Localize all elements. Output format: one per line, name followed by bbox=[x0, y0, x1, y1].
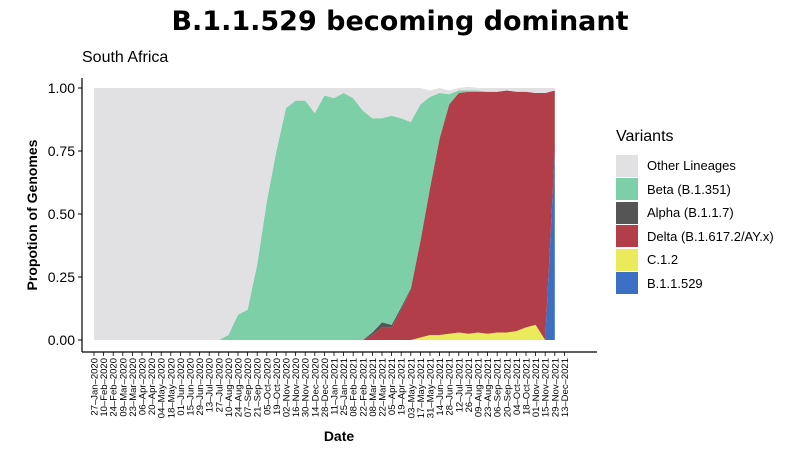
legend-item: Other Lineages bbox=[616, 154, 774, 178]
x-tick-label: 12–Jul–2021 bbox=[454, 358, 465, 412]
legend-item: Alpha (B.1.1.7) bbox=[616, 201, 774, 225]
legend-swatch bbox=[616, 225, 638, 248]
x-tick-label: 05–Apr–2021 bbox=[387, 358, 398, 415]
x-tick-label: 29–Jun–2020 bbox=[195, 358, 206, 416]
area-delta-b-1-617-2-ay-x bbox=[94, 90, 555, 341]
chart-title: B.1.1.529 becoming dominant bbox=[171, 6, 629, 37]
x-tick-label: 07–Sep–2020 bbox=[243, 358, 254, 417]
x-tick-label: 25–Jan–2021 bbox=[339, 358, 350, 416]
legend-item: C.1.2 bbox=[616, 248, 774, 272]
x-tick-label: 27–Jul–2020 bbox=[214, 358, 225, 412]
x-tick-label: 18–Oct–2021 bbox=[522, 358, 533, 415]
x-tick-label: 13–Dec–2021 bbox=[560, 358, 571, 417]
x-tick-label: 24–Aug–2020 bbox=[234, 358, 245, 417]
legend-swatch bbox=[616, 272, 638, 295]
legend-label: Beta (B.1.351) bbox=[647, 181, 731, 197]
x-tick-label: 01–Nov–2021 bbox=[531, 358, 542, 417]
legend-label: B.1.1.529 bbox=[647, 275, 703, 291]
x-tick-label: 19–Apr–2021 bbox=[397, 358, 408, 415]
x-tick-label: 15–Nov–2021 bbox=[541, 358, 552, 417]
x-tick-label: 19–Oct–2020 bbox=[272, 358, 283, 415]
x-tick-label: 04–May–2020 bbox=[157, 358, 168, 418]
legend-label: Delta (B.1.617.2/AY.x) bbox=[647, 228, 774, 244]
x-tick-label: 29–Nov–2021 bbox=[550, 358, 561, 417]
x-tick-label: 22–Feb–2021 bbox=[358, 358, 369, 417]
x-tick-label: 31–May–2021 bbox=[426, 358, 437, 418]
x-tick-label: 27–Jan–2020 bbox=[90, 358, 101, 416]
legend-swatch bbox=[616, 178, 638, 201]
legend-swatch bbox=[616, 201, 638, 224]
x-tick-label: 15–Jun–2020 bbox=[186, 358, 197, 416]
x-tick-label: 23–Aug–2021 bbox=[483, 358, 494, 417]
x-tick-label: 06–Sep–2021 bbox=[493, 358, 504, 417]
legend-swatch bbox=[616, 248, 638, 271]
x-tick-label: 20–Sep–2021 bbox=[502, 358, 513, 417]
legend-label: Other Lineages bbox=[647, 158, 736, 174]
x-tick-label: 02–Nov–2020 bbox=[282, 358, 293, 417]
x-tick-label: 30–Nov–2020 bbox=[301, 358, 312, 417]
y-tick-label: 0.00 bbox=[48, 332, 75, 348]
x-tick-label: 23–Mar–2020 bbox=[128, 358, 139, 417]
x-tick-label: 17–May–2021 bbox=[416, 358, 427, 418]
x-tick-label: 16–Nov–2020 bbox=[291, 358, 302, 417]
y-tick-label: 1.00 bbox=[48, 80, 75, 96]
chart-subtitle: South Africa bbox=[82, 49, 169, 66]
legend-label: C.1.2 bbox=[647, 252, 679, 268]
x-tick-label: 06–Apr–2020 bbox=[138, 358, 149, 415]
x-tick-label: 08–Mar–2021 bbox=[368, 358, 379, 417]
x-tick-label: 09–Aug–2021 bbox=[474, 358, 485, 417]
legend: Variants Other Lineages Beta (B.1.351) Alp… bbox=[616, 128, 774, 295]
x-tick-label: 13–Jul–2020 bbox=[205, 358, 216, 412]
x-tick-label: 22–Mar–2021 bbox=[378, 358, 389, 417]
legend-title: Variants bbox=[616, 128, 674, 145]
legend-item: Delta (B.1.617.2/AY.x) bbox=[616, 225, 774, 249]
x-tick-label: 01–Jun–2020 bbox=[176, 358, 187, 416]
legend-swatch bbox=[616, 154, 638, 177]
x-tick-label: 03–May–2021 bbox=[406, 358, 417, 418]
y-tick-label: 0.25 bbox=[48, 269, 75, 285]
x-tick-label: 21–Sep–2020 bbox=[253, 358, 264, 417]
x-tick-label: 26–Jul–2021 bbox=[464, 358, 475, 412]
x-tick-label: 14–Dec–2020 bbox=[310, 358, 321, 417]
legend-label: Alpha (B.1.1.7) bbox=[647, 205, 734, 221]
x-tick-label: 24–Feb–2020 bbox=[109, 358, 120, 417]
y-tick-label: 0.50 bbox=[48, 206, 75, 222]
x-tick-label: 10–Feb–2020 bbox=[99, 358, 110, 417]
legend-item: B.1.1.529 bbox=[616, 272, 774, 296]
x-tick-label: 05–Oct–2020 bbox=[262, 358, 273, 415]
x-tick-label: 04–Oct–2021 bbox=[512, 358, 523, 415]
x-tick-label: 14–Jun–2021 bbox=[435, 358, 446, 416]
x-axis-label: Date bbox=[324, 428, 355, 444]
legend-items: Other Lineages Beta (B.1.351) Alpha (B.1.1… bbox=[616, 154, 774, 295]
x-tick-label: 20–Apr–2020 bbox=[147, 358, 158, 415]
area-beta-b-1-351 bbox=[94, 90, 555, 341]
y-axis-label: Propotion of Genomes bbox=[24, 139, 40, 290]
x-tick-label: 08–Feb–2021 bbox=[349, 358, 360, 417]
x-tick-label: 18–May–2020 bbox=[166, 358, 177, 418]
x-tick-label: 28–Jun–2021 bbox=[445, 358, 456, 416]
x-tick-label: 09–Mar–2020 bbox=[118, 358, 129, 417]
x-tick-label: 11–Jan–2021 bbox=[330, 358, 341, 415]
y-tick-label: 0.75 bbox=[48, 143, 75, 159]
x-tick-label: 10–Aug–2020 bbox=[224, 358, 235, 417]
x-tick-label: 28–Dec–2020 bbox=[320, 358, 331, 417]
area-other-lineages bbox=[94, 86, 555, 341]
legend-item: Beta (B.1.351) bbox=[616, 178, 774, 202]
